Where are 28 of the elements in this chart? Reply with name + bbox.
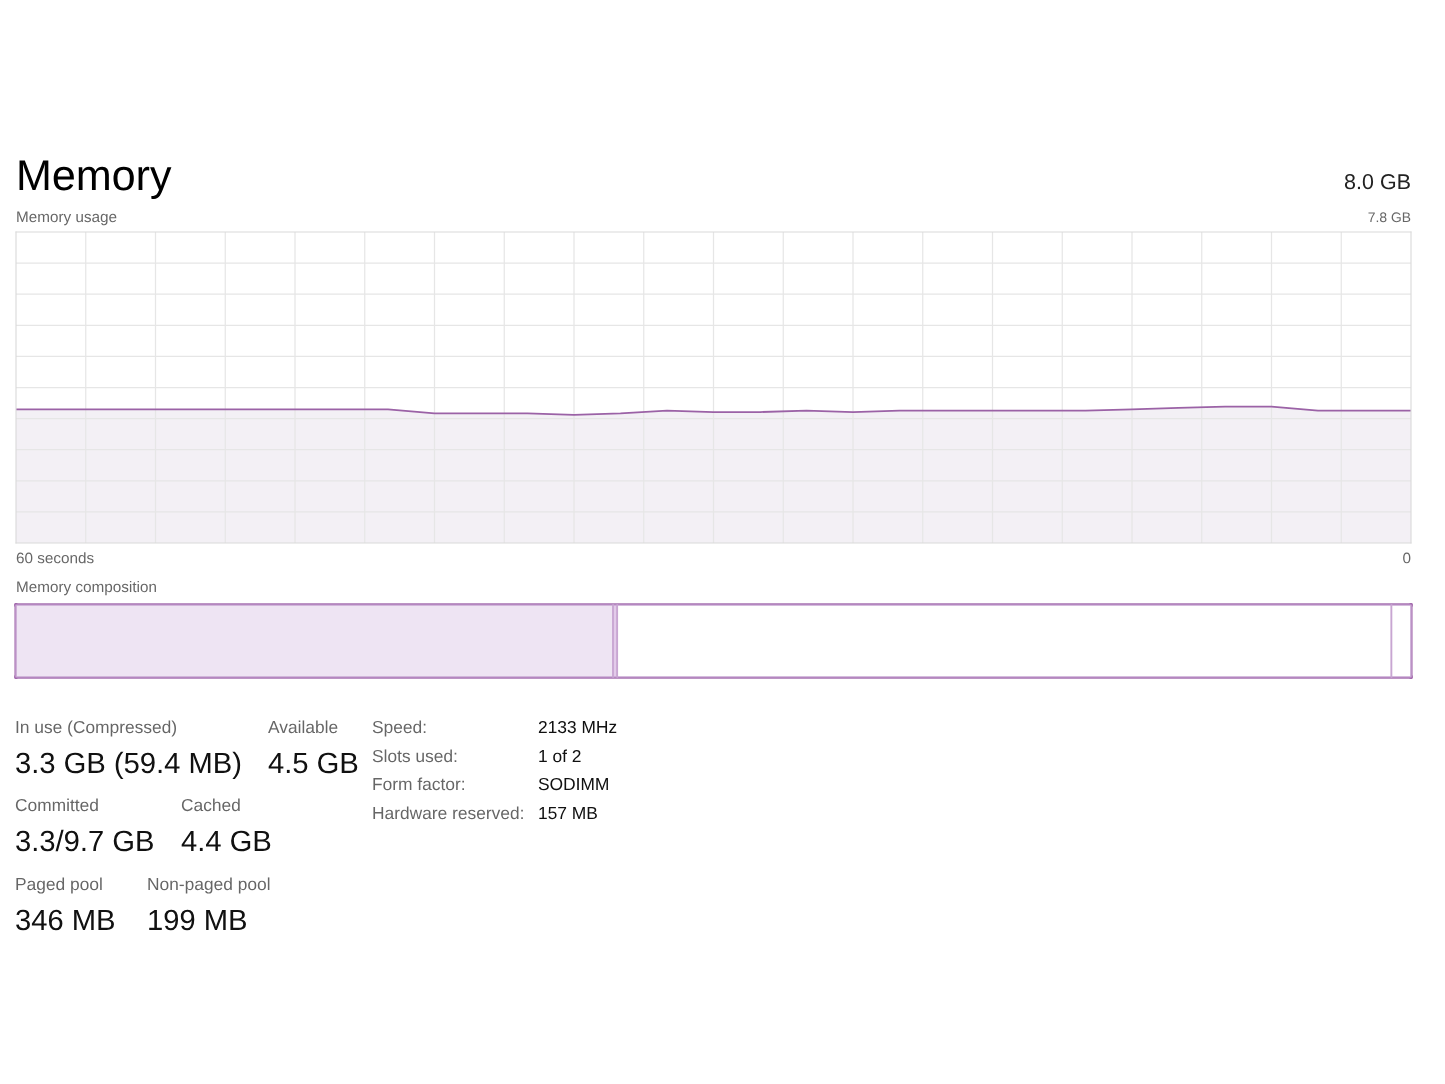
text: 3.3 GB (59.4 MB) (16, 751, 241, 780)
text: Available (268, 720, 338, 734)
text: 4.4 GB (181, 830, 271, 852)
chart-title: Memory (19, 160, 172, 199)
text: Paged pool (16, 877, 102, 894)
bar (15, 604, 614, 678)
text: Slots used: (372, 749, 457, 763)
text: 1 of 2 (539, 749, 581, 763)
text: 346 MB (16, 909, 114, 931)
text: 3.3/9.7 GB (16, 829, 153, 852)
text: SODIMM (538, 777, 608, 791)
text: Committed (15, 798, 98, 812)
text: 0 (1403, 552, 1411, 564)
chart-subtitle: Memory usage (17, 211, 117, 226)
chart-title: Memory composition (17, 580, 156, 596)
text: In use (Compressed) (16, 720, 177, 737)
text: 199 MB (149, 909, 246, 931)
text: Form factor: (373, 777, 464, 791)
text: 60 seconds (16, 552, 94, 564)
text: 8.0 GB (1344, 174, 1410, 190)
text: Non-paged pool (148, 877, 270, 894)
text: 2133 MHz (538, 720, 617, 734)
text: Speed: (372, 720, 426, 737)
text: Cached (181, 798, 240, 812)
text: 7.8 GB (1368, 212, 1411, 223)
text: 4.5 GB (268, 752, 358, 774)
text: 157 MB (539, 807, 597, 820)
text: Hardware reserved: (373, 806, 523, 820)
